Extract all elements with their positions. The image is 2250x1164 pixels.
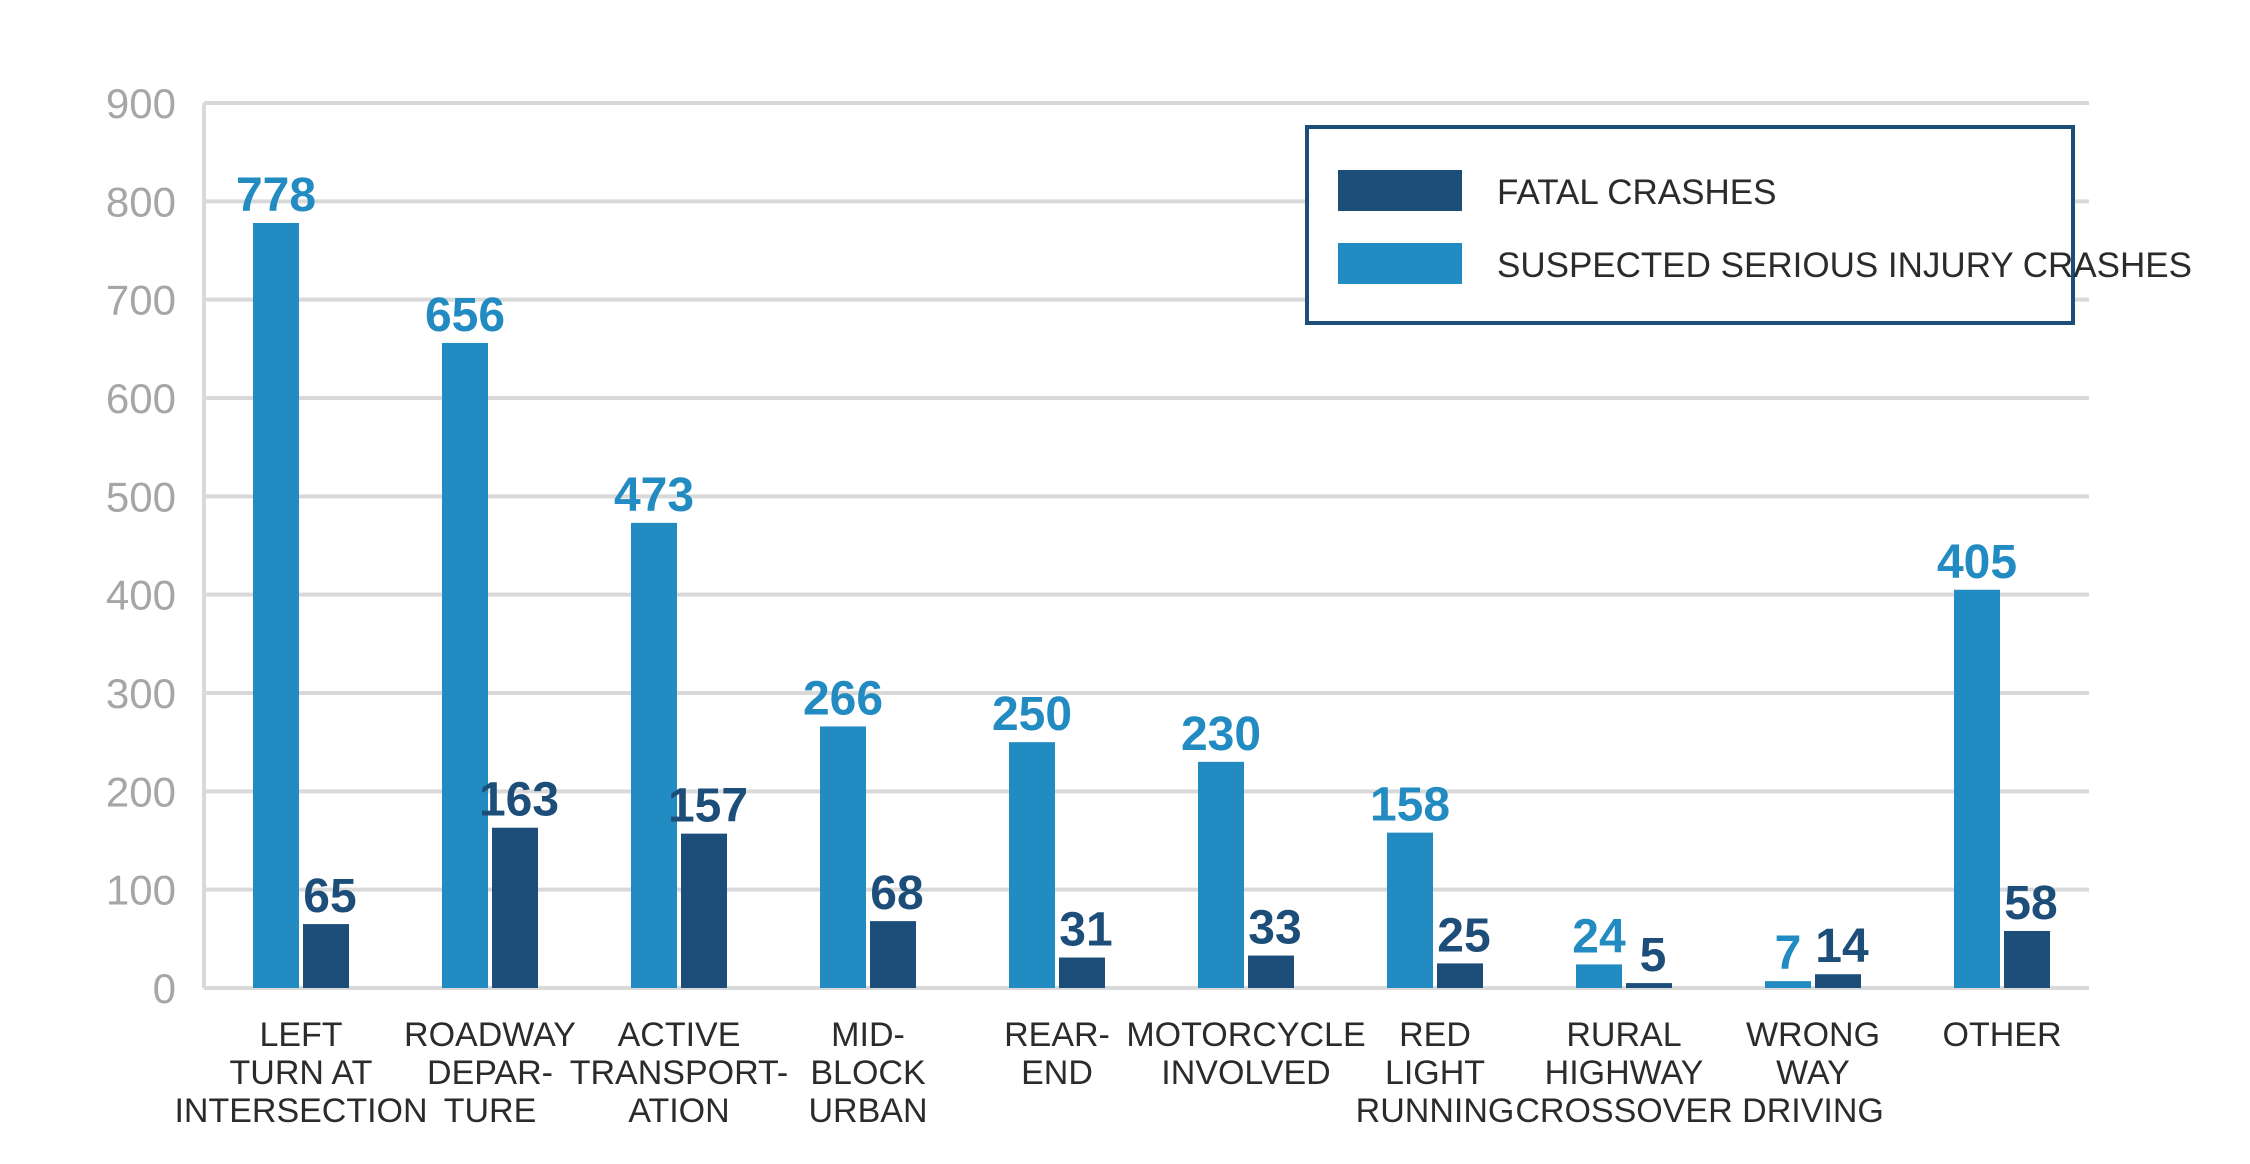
data-label-fatal: 163 — [479, 774, 559, 827]
bar-serious-injury — [631, 522, 677, 988]
category-label: MID-BLOCK URBAN — [808, 1016, 927, 1130]
bar-fatal — [303, 924, 349, 988]
bar-fatal — [870, 921, 916, 988]
data-label-fatal: 65 — [303, 870, 356, 923]
y-tick-label: 300 — [106, 670, 176, 717]
y-tick-label: 400 — [106, 572, 176, 619]
bar-serious-injury — [1954, 589, 2000, 988]
y-tick-label: 600 — [106, 375, 176, 422]
data-labels: 778 65 656 163 473 157 266 68 250 31 230 33 158 25 24 5… — [236, 169, 2058, 982]
category-label: RURAL HIGHWAY CROSSOVER — [1515, 1016, 1732, 1130]
data-label-fatal: 25 — [1437, 909, 1490, 962]
data-label-fatal: 58 — [2004, 877, 2057, 930]
category-label: WRONG WAY DRIVING — [1742, 1016, 1884, 1130]
bars — [253, 222, 2050, 988]
bar-serious-injury — [1009, 742, 1055, 988]
data-label-fatal: 14 — [1815, 920, 1869, 973]
category-label: ACTIVE TRANSPORT-ATION — [570, 1016, 789, 1130]
bar-fatal — [1248, 955, 1294, 988]
data-label-fatal: 31 — [1059, 904, 1112, 957]
data-label-serious-injury: 7 — [1775, 927, 1802, 980]
bar-fatal — [492, 827, 538, 988]
category-label: MOTORCYCLE INVOLVED — [1126, 1016, 1365, 1092]
data-label-serious-injury: 158 — [1370, 779, 1450, 832]
data-label-fatal: 33 — [1248, 902, 1301, 955]
data-label-serious-injury: 266 — [803, 672, 883, 725]
data-label-fatal: 157 — [668, 780, 748, 833]
bar-fatal — [2004, 930, 2050, 988]
category-label: RED LIGHT RUNNING — [1356, 1016, 1515, 1130]
data-label-serious-injury: 405 — [1937, 536, 2017, 589]
legend-box — [1305, 125, 2075, 325]
data-label-serious-injury: 778 — [236, 169, 316, 222]
category-label: ROADWAY DEPAR-TURE — [404, 1016, 576, 1130]
bar-fatal — [1626, 983, 1672, 988]
y-tick-label: 200 — [106, 768, 176, 815]
y-tick-label: 500 — [106, 473, 176, 520]
y-tick-label: 0 — [153, 965, 176, 1012]
bar-serious-injury — [1576, 964, 1622, 988]
legend-label-serious-injury: SUSPECTED SERIOUS INJURY CRASHES — [1497, 246, 2192, 285]
data-label-fatal: 68 — [870, 867, 923, 920]
category-label: REAR-END — [1004, 1016, 1110, 1092]
category-label: OTHER — [1943, 1016, 2062, 1054]
bar-fatal — [1437, 963, 1483, 988]
category-label: LEFT TURN AT INTERSECTION — [174, 1016, 427, 1130]
y-tick-label: 800 — [106, 178, 176, 225]
bar-fatal — [1059, 957, 1105, 988]
y-tick-label: 700 — [106, 277, 176, 324]
bar-serious-injury — [1765, 981, 1811, 988]
data-label-serious-injury: 230 — [1181, 708, 1261, 761]
bar-serious-injury — [1198, 761, 1244, 988]
bar-serious-injury — [442, 342, 488, 988]
legend: FATAL CRASHES SUSPECTED SERIOUS INJURY C… — [1305, 125, 2192, 325]
data-label-serious-injury: 656 — [425, 289, 505, 342]
legend-swatch-serious-injury — [1338, 243, 1462, 284]
data-label-fatal: 5 — [1640, 929, 1667, 982]
bar-serious-injury — [253, 222, 299, 988]
y-axis: 0 100 200 300 400 500 600 700 800 900 — [106, 80, 2089, 1012]
legend-swatch-fatal — [1338, 170, 1462, 211]
data-label-serious-injury: 250 — [992, 688, 1072, 741]
bar-serious-injury — [1387, 832, 1433, 988]
bar-fatal — [1815, 974, 1861, 988]
bar-serious-injury — [820, 726, 866, 988]
bar-fatal — [681, 833, 727, 988]
data-label-serious-injury: 24 — [1572, 910, 1626, 963]
y-tick-label: 900 — [106, 80, 176, 127]
y-tick-label: 100 — [106, 867, 176, 914]
legend-label-fatal: FATAL CRASHES — [1497, 173, 1776, 212]
data-label-serious-injury: 473 — [614, 469, 694, 522]
